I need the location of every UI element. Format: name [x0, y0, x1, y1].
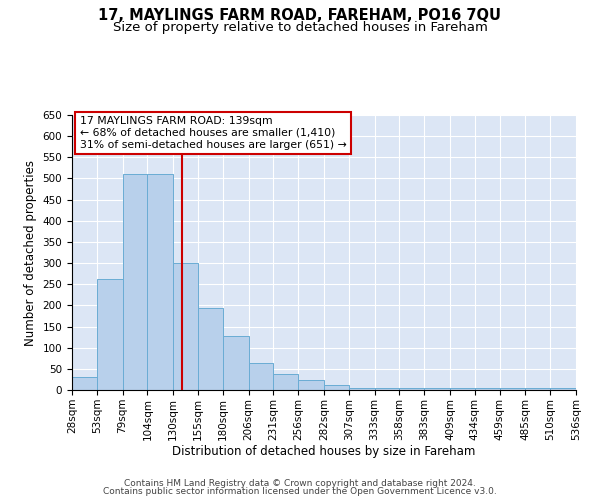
Bar [97, 278, 122, 390]
Bar [72, 378, 97, 390]
Bar [122, 174, 148, 390]
Text: 17 MAYLINGS FARM ROAD: 139sqm
← 68% of detached houses are smaller (1,410)
31% o: 17 MAYLINGS FARM ROAD: 139sqm ← 68% of d… [80, 116, 346, 150]
Bar [274, 374, 298, 390]
Bar [298, 380, 324, 390]
Bar [324, 384, 349, 390]
Text: Contains public sector information licensed under the Open Government Licence v3: Contains public sector information licen… [103, 487, 497, 496]
Bar [349, 388, 374, 390]
Y-axis label: Number of detached properties: Number of detached properties [24, 160, 37, 346]
Bar [198, 308, 223, 390]
Bar [248, 364, 274, 390]
Bar [400, 388, 424, 390]
Text: Size of property relative to detached houses in Fareham: Size of property relative to detached ho… [113, 21, 487, 34]
Text: 17, MAYLINGS FARM ROAD, FAREHAM, PO16 7QU: 17, MAYLINGS FARM ROAD, FAREHAM, PO16 7Q… [98, 8, 502, 22]
Bar [500, 388, 526, 390]
Bar [450, 388, 475, 390]
Bar [374, 388, 400, 390]
Bar [148, 174, 173, 390]
Bar [550, 388, 576, 390]
Bar [424, 388, 450, 390]
Text: Contains HM Land Registry data © Crown copyright and database right 2024.: Contains HM Land Registry data © Crown c… [124, 478, 476, 488]
Bar [173, 263, 198, 390]
Bar [475, 388, 500, 390]
Bar [223, 336, 248, 390]
Bar [526, 388, 550, 390]
X-axis label: Distribution of detached houses by size in Fareham: Distribution of detached houses by size … [172, 446, 476, 458]
